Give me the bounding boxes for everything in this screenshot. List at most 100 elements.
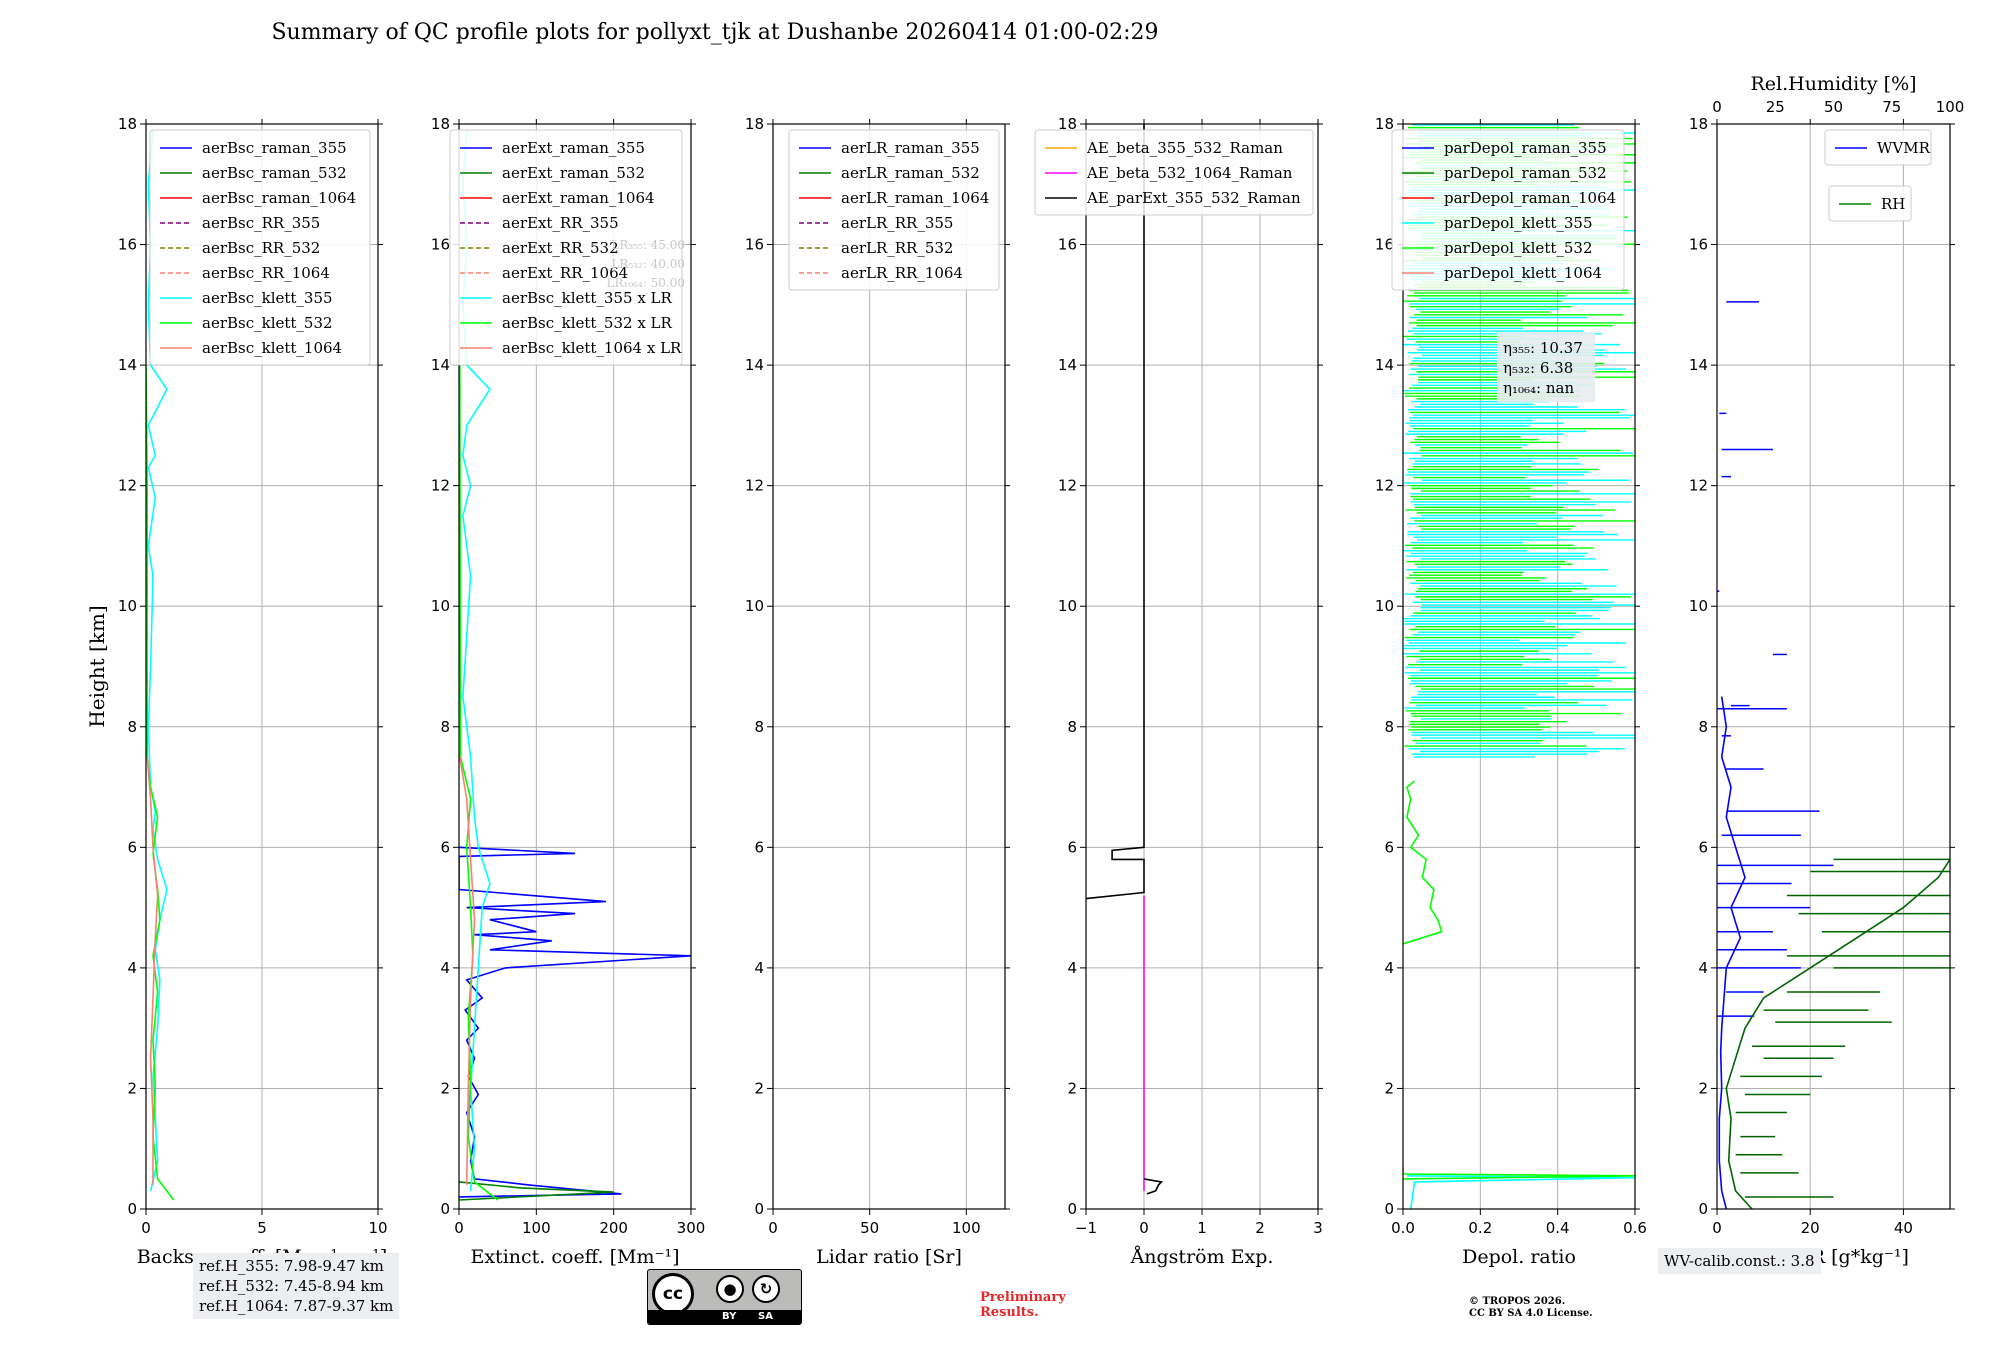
y-tick-label: 14 [431,356,450,374]
top-axis-label: Rel.Humidity [%] [1750,73,1916,95]
cc-license-badge: cc ● ↻ BY SA [647,1269,802,1325]
legend-label: aerExt_RR_355 [502,214,619,232]
y-tick-label: 8 [127,718,137,736]
y-tick-label: 6 [1067,838,1077,856]
legend-label: AE_beta_532_1064_Raman [1086,164,1293,182]
x-tick-label: 200 [599,1219,628,1237]
y-tick-label: 10 [1689,597,1708,615]
legend-box [1034,129,1314,216]
y-tick-label: 6 [440,838,450,856]
y-tick-label: 12 [431,477,450,495]
y-tick-label: 6 [127,838,137,856]
legend-label: parDepol_raman_355 [1444,139,1607,157]
y-tick-label: 0 [754,1200,764,1218]
y-tick-label: 16 [118,236,137,254]
y-axis-label: Height [km] [85,605,109,727]
plot-area-ae [1086,124,1164,1195]
x-tick-label: 10 [368,1219,387,1237]
x-tick-label: 0 [1712,1219,1722,1237]
y-tick-label: 0 [1384,1200,1394,1218]
badge-bar [648,1310,801,1324]
y-tick-label: 2 [127,1079,137,1097]
copyright-line-2: CC BY SA 4.0 License. [1469,1308,1593,1319]
legend-box [1824,129,1932,166]
series-AE_parExt_355_532_Raman [1143,1178,1164,1195]
x-tick-label: 0 [1139,1219,1149,1237]
y-tick-label: 18 [745,115,764,133]
y-tick-label: 12 [745,477,764,495]
y-tick-label: 18 [118,115,137,133]
ref-height-1064: ref.H_1064: 7.87-9.37 km [199,1297,394,1315]
x-tick-label: 300 [677,1219,706,1237]
y-tick-label: 14 [118,356,137,374]
legend-label: aerLR_raman_1064 [841,189,989,207]
x-axis-label-ext: Extinct. coeff. [Mm⁻¹] [470,1246,679,1268]
series-aerBsc_klett_532 x LR [459,365,499,1201]
legend-ext: aerExt_raman_355 aerExt_raman_532 aerExt_r… [449,129,683,366]
legend-label: aerBsc_RR_1064 [202,264,330,282]
legend-box [449,129,683,366]
person-icon: ● [716,1275,744,1303]
legend-label: aerExt_raman_355 [502,139,645,157]
y-tick-label: 0 [1698,1200,1708,1218]
series-RH [1725,858,1950,1209]
legend-label: AE_beta_355_532_Raman [1086,139,1283,157]
y-tick-label: 8 [1698,718,1708,736]
x-tick-label: 40 [1894,1219,1913,1237]
legend-label: aerBsc_klett_1064 x LR [502,339,682,357]
chart-panel-lr: 0 50 100 0 2 4 6 8 10 12 14 16 18 Lidar ratio [Sr] aer… [745,115,1010,1268]
legend-label: aerBsc_klett_355 x LR [502,289,673,307]
axes-frame-lr [772,123,1006,1210]
lr-annotation: LR₁₀₆₄: 50.00 [607,276,685,290]
y-tick-label: 6 [1698,838,1708,856]
x-tick-label: 20 [1801,1219,1820,1237]
x-tick-label: −1 [1075,1219,1097,1237]
y-tick-label: 12 [1375,477,1394,495]
x-tick-label: 3 [1313,1219,1323,1237]
legend-label: aerLR_RR_355 [841,214,953,232]
legend-bsc: aerBsc_raman_355 aerBsc_raman_532 aerBsc_r… [149,129,371,366]
y-tick-label: 14 [1375,356,1394,374]
share-alike-icon: ↻ [752,1275,780,1303]
legend-label: aerExt_raman_1064 [502,189,655,207]
legend-label: aerBsc_RR_532 [202,239,320,257]
y-tick-label: 18 [431,115,450,133]
y-tick-label: 6 [754,838,764,856]
legend-label: parDepol_klett_1064 [1444,264,1602,282]
figure-title: Summary of QC profile plots for pollyxt_… [271,20,1159,45]
x-tick-label: 0.4 [1546,1219,1570,1237]
y-tick-label: 12 [118,477,137,495]
axes-frame-wv [1716,123,1951,1210]
legend-label: WVMR [1877,139,1931,157]
legend-label: aerBsc_klett_355 [202,289,333,307]
copyright-line-1: © TROPOS 2026. [1469,1296,1566,1307]
y-tick-label: 2 [1384,1079,1394,1097]
preliminary-line-1: Preliminary [980,1290,1066,1305]
preliminary-note: Preliminary Results. [980,1290,1066,1320]
cc-icon: cc [652,1273,694,1315]
series-aerBsc_klett_1064 x LR [459,756,476,1185]
legend-label: aerBsc_raman_532 [202,164,347,182]
legend-label: AE_parExt_355_532_Raman [1086,189,1301,207]
y-tick-label: 0 [440,1200,450,1218]
x-tick-label: 100 [952,1219,981,1237]
legend-label: aerExt_RR_1064 [502,264,628,282]
plot-area-ext [459,129,691,1201]
y-tick-label: 10 [1058,597,1077,615]
x-tick-label: 0.0 [1391,1219,1415,1237]
top-x-tick-label: 50 [1824,98,1843,116]
plot-area-wv [1717,301,1950,1209]
series-parDepol_klett_532_low [1403,1166,1635,1180]
y-tick-label: 2 [1067,1079,1077,1097]
x-axis-label-ae: Ångström Exp. [1130,1246,1274,1268]
x-tick-label: 0.6 [1623,1219,1647,1237]
wv-calibration-box: WV-calib.const.: 3.8 [1658,1248,1821,1274]
preliminary-line-2: Results. [980,1305,1039,1320]
y-tick-label: 8 [440,718,450,736]
y-tick-label: 18 [1058,115,1077,133]
y-tick-label: 4 [754,959,764,977]
top-x-tick-label: 100 [1936,98,1965,116]
y-tick-label: 16 [1375,236,1394,254]
